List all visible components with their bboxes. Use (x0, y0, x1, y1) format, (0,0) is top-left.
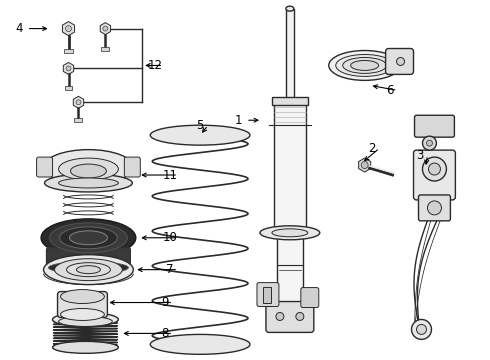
Ellipse shape (150, 334, 250, 354)
Circle shape (412, 319, 432, 339)
Bar (272, 97, 308, 105)
Circle shape (66, 26, 72, 32)
Circle shape (426, 140, 433, 146)
Ellipse shape (329, 50, 400, 80)
Circle shape (361, 162, 368, 168)
Ellipse shape (61, 309, 104, 320)
Ellipse shape (260, 226, 320, 240)
Text: 5: 5 (196, 119, 204, 132)
Text: 4: 4 (15, 22, 23, 35)
Ellipse shape (260, 226, 320, 240)
Circle shape (422, 157, 446, 181)
Ellipse shape (41, 219, 136, 257)
Ellipse shape (54, 259, 122, 280)
Circle shape (396, 58, 405, 66)
FancyBboxPatch shape (57, 292, 107, 318)
Circle shape (103, 26, 108, 31)
Ellipse shape (343, 58, 387, 73)
Ellipse shape (286, 6, 294, 11)
Bar (274, 100, 306, 235)
Bar (65, 86, 73, 90)
Ellipse shape (336, 54, 393, 76)
Ellipse shape (76, 266, 100, 274)
Bar (64, 49, 74, 54)
Text: 7: 7 (167, 263, 174, 276)
Bar (286, 9, 294, 120)
FancyBboxPatch shape (414, 150, 455, 200)
Text: 9: 9 (162, 296, 169, 309)
Ellipse shape (58, 158, 119, 180)
Ellipse shape (52, 312, 119, 327)
Circle shape (66, 66, 71, 71)
FancyBboxPatch shape (415, 115, 454, 137)
Ellipse shape (49, 262, 128, 274)
Ellipse shape (71, 164, 106, 178)
Bar (277, 237, 303, 305)
Ellipse shape (272, 229, 308, 237)
Circle shape (422, 136, 437, 150)
FancyBboxPatch shape (37, 157, 52, 177)
FancyBboxPatch shape (301, 288, 319, 307)
Ellipse shape (58, 178, 119, 188)
Bar (101, 46, 109, 50)
Bar (74, 118, 82, 122)
Ellipse shape (58, 316, 112, 327)
Ellipse shape (49, 223, 127, 253)
Ellipse shape (44, 150, 133, 184)
FancyBboxPatch shape (266, 302, 314, 332)
Circle shape (428, 163, 441, 175)
Ellipse shape (150, 125, 250, 145)
FancyBboxPatch shape (257, 283, 279, 306)
Text: 8: 8 (162, 327, 169, 340)
Ellipse shape (44, 255, 133, 285)
Polygon shape (263, 287, 271, 302)
Text: 10: 10 (163, 231, 178, 244)
Circle shape (296, 312, 304, 320)
FancyBboxPatch shape (124, 157, 140, 177)
Ellipse shape (52, 341, 119, 353)
Circle shape (276, 312, 284, 320)
Ellipse shape (59, 227, 118, 249)
Text: 1: 1 (234, 114, 242, 127)
Text: 12: 12 (148, 59, 163, 72)
Text: 2: 2 (368, 141, 375, 155)
Circle shape (427, 201, 441, 215)
Ellipse shape (67, 263, 110, 276)
FancyBboxPatch shape (386, 49, 414, 75)
Circle shape (76, 100, 81, 105)
Ellipse shape (70, 231, 107, 245)
FancyBboxPatch shape (418, 195, 450, 221)
Text: 3: 3 (416, 149, 423, 162)
Text: 6: 6 (386, 84, 393, 97)
Ellipse shape (61, 289, 104, 303)
Ellipse shape (351, 60, 379, 71)
Text: 11: 11 (163, 168, 178, 181)
FancyBboxPatch shape (47, 248, 130, 270)
Ellipse shape (45, 174, 132, 192)
Circle shape (416, 324, 426, 334)
